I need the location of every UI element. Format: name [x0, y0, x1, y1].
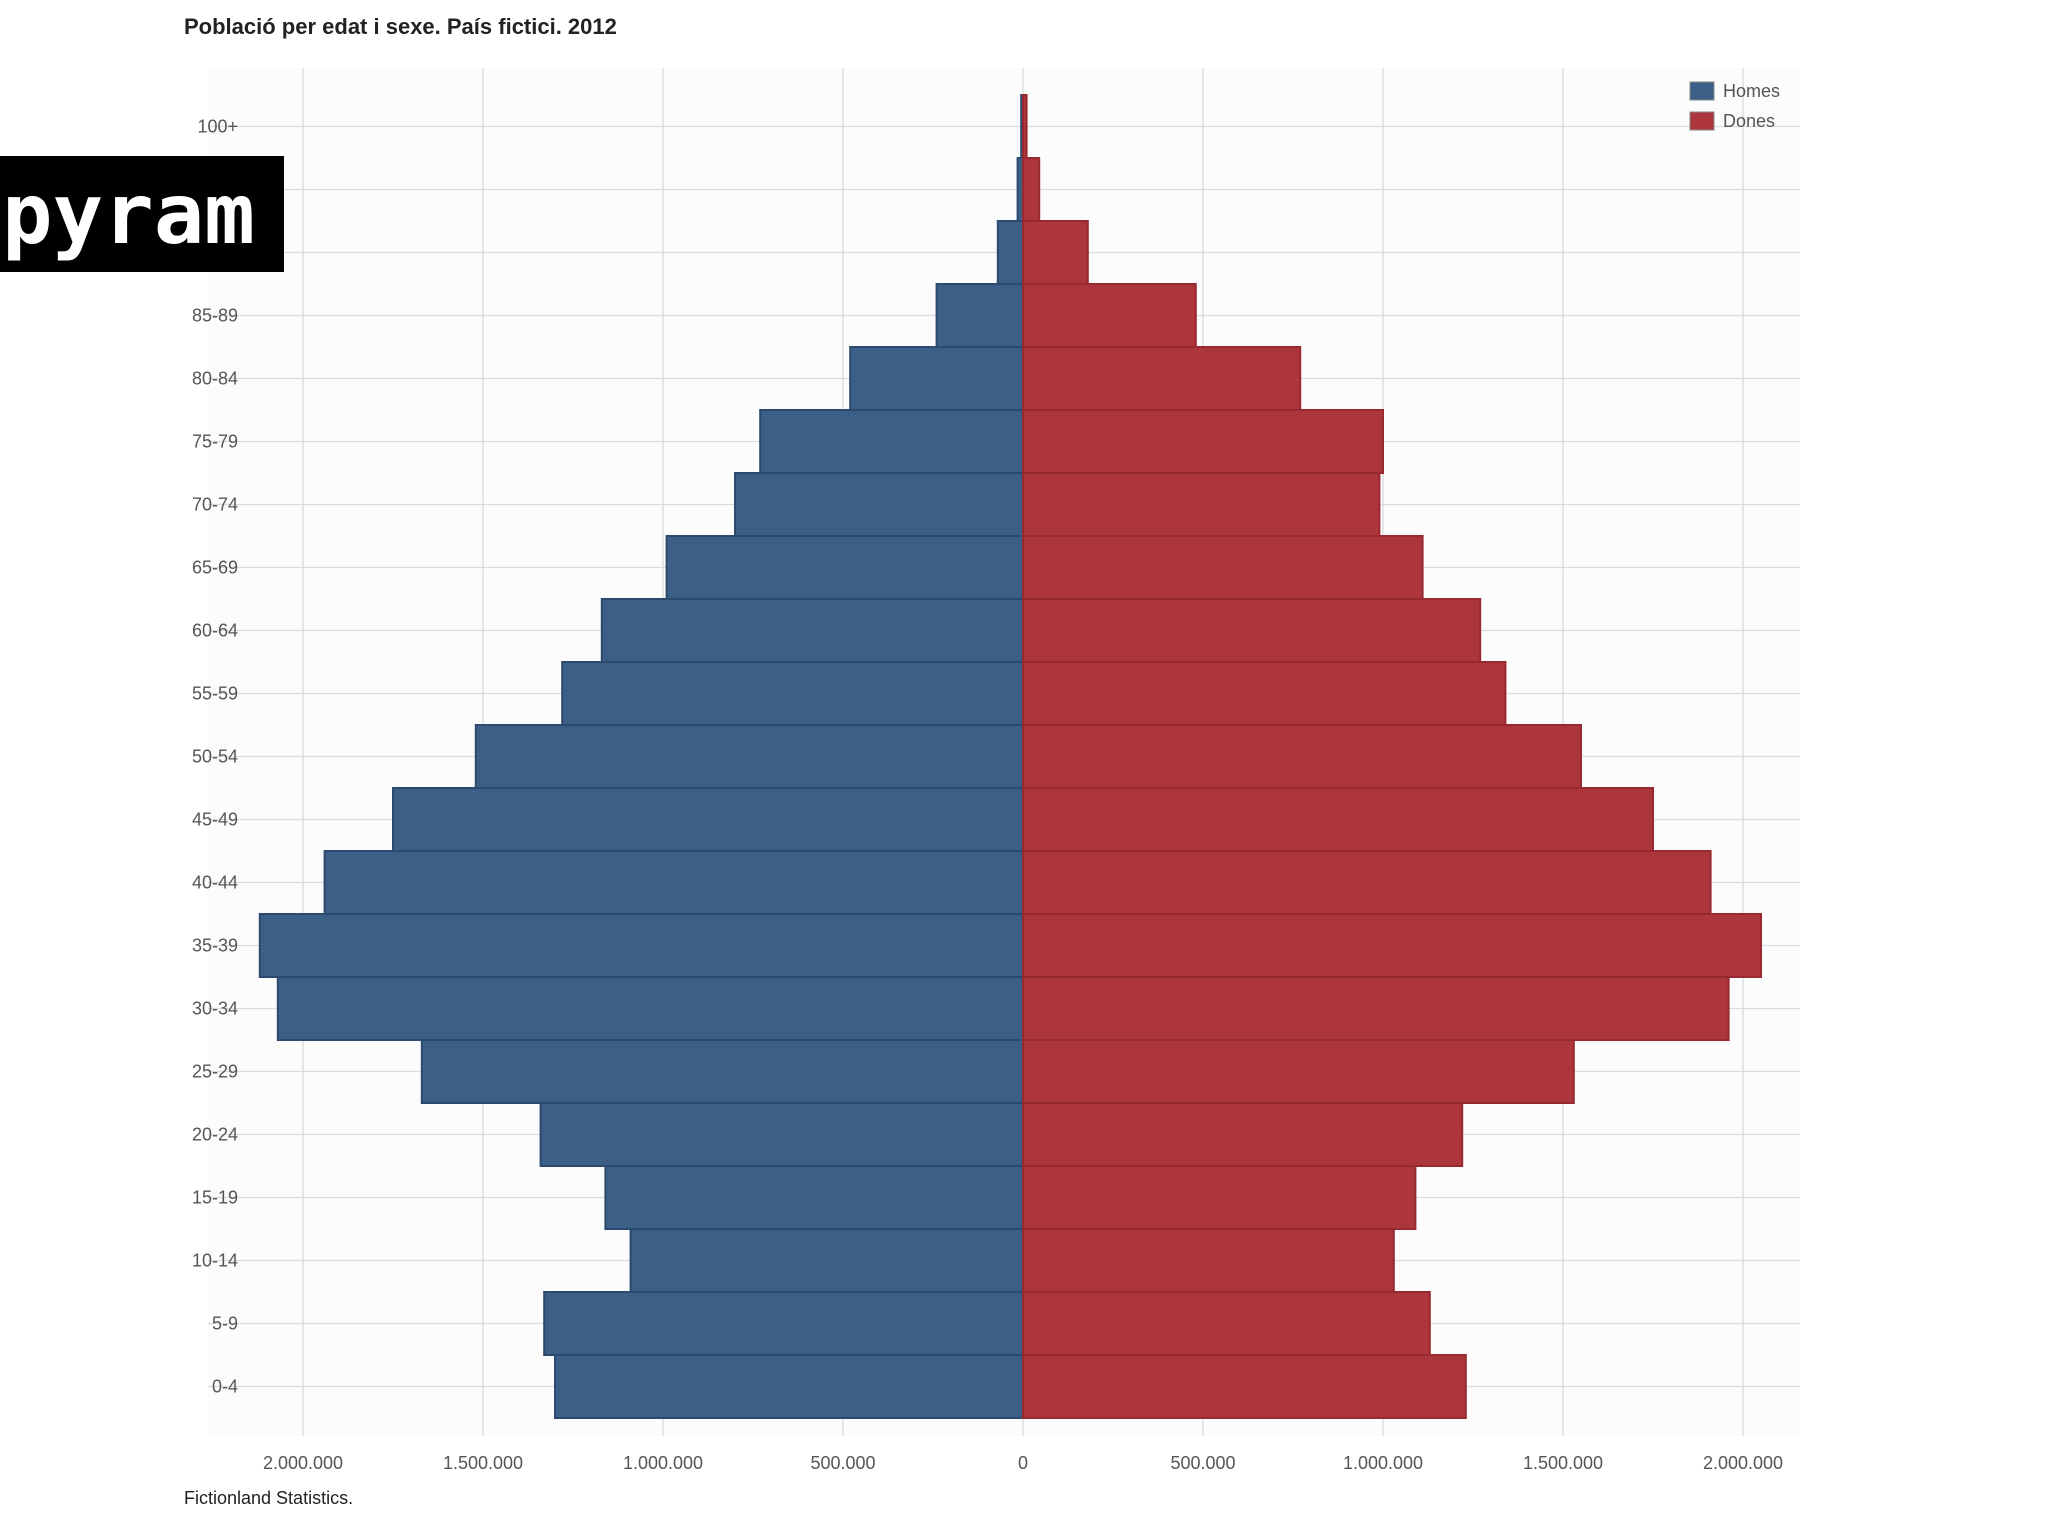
- bar-dones-35-39: [1022, 913, 1762, 978]
- y-axis-ticks: 0-4 5-9 10-14 15-19 20-24 25-29 30-34 35-39 40-4…: [192, 117, 238, 1397]
- bar-dones-80-84: [1022, 346, 1302, 411]
- bar-homes-80-84: [849, 346, 1025, 411]
- y-tick-label: 80-84: [192, 369, 238, 389]
- legend-label-homes: Homes: [1723, 81, 1780, 101]
- y-tick-label: 25-29: [192, 1062, 238, 1082]
- bar-homes-90-94: [996, 220, 1024, 285]
- x-tick-label: 0: [1018, 1453, 1028, 1473]
- bar-dones-25-29: [1022, 1039, 1575, 1104]
- x-tick-label: 1.000.000: [1343, 1453, 1423, 1473]
- bar-homes-50-54: [474, 724, 1024, 789]
- bar-dones-0-4: [1022, 1354, 1467, 1419]
- legend-swatch-dones: [1689, 111, 1715, 131]
- bar-dones-100+: [1022, 94, 1028, 159]
- y-tick-label: 45-49: [192, 810, 238, 830]
- bar-homes-35-39: [258, 913, 1024, 978]
- y-tick-label: 60-64: [192, 621, 238, 641]
- bar-homes-85-89: [935, 283, 1024, 348]
- chart-title: Població per edat i sexe. País fictici. …: [184, 14, 617, 39]
- bar-dones-50-54: [1022, 724, 1582, 789]
- y-tick-label: 50-54: [192, 747, 238, 767]
- x-tick-label: 500.000: [1170, 1453, 1235, 1473]
- source-note: Fictionland Statistics.: [184, 1488, 354, 1508]
- bar-homes-40-44: [323, 850, 1025, 915]
- bar-dones-60-64: [1022, 598, 1482, 663]
- bar-homes-25-29: [420, 1039, 1024, 1104]
- x-tick-label: 2.000.000: [263, 1453, 343, 1473]
- bar-homes-15-19: [604, 1165, 1025, 1230]
- bar-homes-70-74: [734, 472, 1024, 537]
- bar-homes-55-59: [561, 661, 1024, 726]
- x-tick-label: 1.500.000: [1523, 1453, 1603, 1473]
- y-tick-label: 10-14: [192, 1251, 238, 1271]
- bar-homes-65-69: [665, 535, 1024, 600]
- bars-group: [258, 94, 1762, 1419]
- y-tick-label: 70-74: [192, 495, 238, 515]
- y-tick-label: 20-24: [192, 1125, 238, 1145]
- bar-dones-70-74: [1022, 472, 1381, 537]
- bar-dones-95-99: [1022, 157, 1041, 222]
- x-tick-label: 2.000.000: [1703, 1453, 1783, 1473]
- bar-dones-30-34: [1022, 976, 1730, 1041]
- bar-dones-45-49: [1022, 787, 1654, 852]
- bar-homes-75-79: [759, 409, 1024, 474]
- bar-dones-10-14: [1022, 1228, 1395, 1293]
- bar-homes-0-4: [554, 1354, 1024, 1419]
- y-tick-label: 100+: [197, 117, 238, 137]
- bar-dones-20-24: [1022, 1102, 1464, 1167]
- x-tick-label: 1.000.000: [623, 1453, 703, 1473]
- legend-swatch-homes: [1689, 81, 1715, 101]
- y-tick-label: 30-34: [192, 999, 238, 1019]
- legend[interactable]: Homes Dones: [1689, 81, 1780, 131]
- legend-label-dones: Dones: [1723, 111, 1775, 131]
- bar-dones-40-44: [1022, 850, 1712, 915]
- bar-dones-5-9: [1022, 1291, 1431, 1356]
- x-tick-label: 1.500.000: [443, 1453, 523, 1473]
- y-tick-label: 75-79: [192, 432, 238, 452]
- bar-dones-55-59: [1022, 661, 1507, 726]
- bar-dones-75-79: [1022, 409, 1384, 474]
- bar-homes-30-34: [276, 976, 1024, 1041]
- bar-homes-45-49: [392, 787, 1024, 852]
- overlay-label: pyram: [0, 156, 284, 272]
- bar-homes-10-14: [629, 1228, 1024, 1293]
- y-tick-label: 55-59: [192, 684, 238, 704]
- y-tick-label: 0-4: [212, 1377, 238, 1397]
- bar-dones-90-94: [1022, 220, 1089, 285]
- y-tick-label: 15-19: [192, 1188, 238, 1208]
- y-tick-label: 40-44: [192, 873, 238, 893]
- y-tick-label: 65-69: [192, 558, 238, 578]
- x-axis-ticks: 2.000.000 1.500.000 1.000.000 500.000 0 500.0…: [263, 1453, 1783, 1473]
- bar-dones-65-69: [1022, 535, 1424, 600]
- bar-dones-85-89: [1022, 283, 1197, 348]
- bar-homes-5-9: [543, 1291, 1024, 1356]
- y-tick-label: 35-39: [192, 936, 238, 956]
- bar-homes-20-24: [539, 1102, 1024, 1167]
- bar-homes-60-64: [600, 598, 1024, 663]
- bar-dones-15-19: [1022, 1165, 1417, 1230]
- y-tick-label: 5-9: [212, 1314, 238, 1334]
- y-tick-label: 85-89: [192, 306, 238, 326]
- x-tick-label: 500.000: [810, 1453, 875, 1473]
